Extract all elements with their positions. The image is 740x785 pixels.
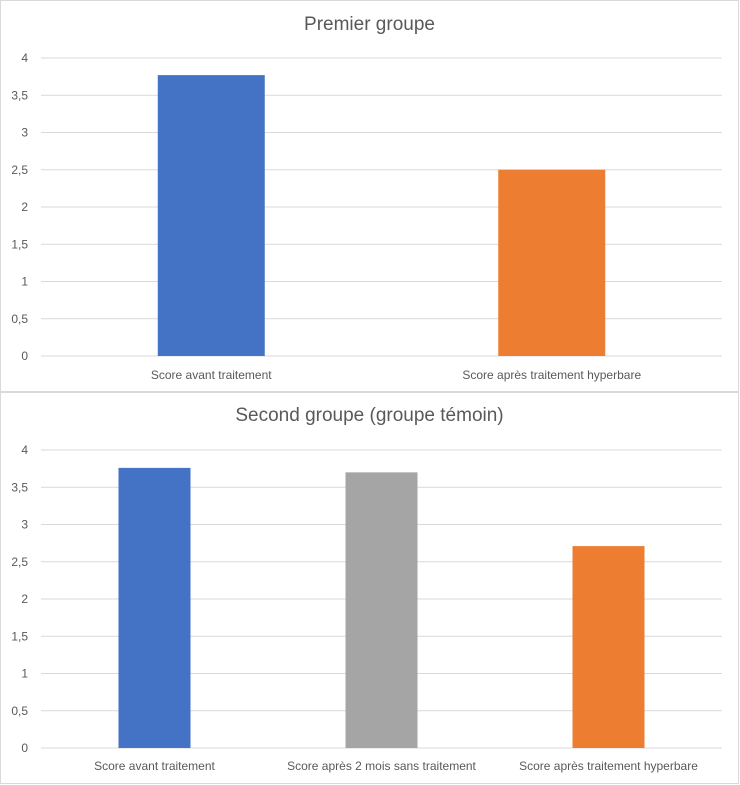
y-tick-label: 3,5 <box>11 480 28 494</box>
chart-title: Second groupe (groupe témoin) <box>235 405 504 426</box>
bar <box>572 546 645 748</box>
x-category-label: Score après traitement hyperbare <box>519 759 698 773</box>
chart-title: Premier groupe <box>304 14 435 35</box>
y-tick-label: 1 <box>21 275 28 289</box>
y-tick-label: 2,5 <box>11 163 28 177</box>
y-tick-label: 1,5 <box>11 629 28 643</box>
chart-premier-groupe: Premier groupe 0 0,5 1 1,5 2 2,5 3 3,5 4 Score av… <box>0 0 739 392</box>
bar <box>118 467 191 748</box>
y-tick-label: 0 <box>21 349 28 363</box>
bar <box>157 75 265 356</box>
y-tick-label: 1 <box>21 667 28 681</box>
y-tick-label: 0,5 <box>11 704 28 718</box>
y-tick-label: 2 <box>21 592 28 606</box>
x-category-label: Score après traitement hyperbare <box>462 368 641 382</box>
chart-plot-area: 0 0,5 1 1,5 2 2,5 3 3,5 4 Score avant traitement S… <box>11 443 722 773</box>
bar <box>498 169 606 356</box>
bar <box>345 472 418 748</box>
x-category-label: Score avant traitement <box>151 368 272 382</box>
y-tick-label: 1,5 <box>11 237 28 251</box>
x-category-label: Score après 2 mois sans traitement <box>287 759 476 773</box>
y-tick-label: 3 <box>21 518 28 532</box>
x-category-label: Score avant traitement <box>94 759 215 773</box>
y-tick-label: 2 <box>21 200 28 214</box>
chart-second-groupe: Second groupe (groupe témoin) 0 0,5 1 1,5 2 2… <box>0 392 739 784</box>
y-tick-label: 3,5 <box>11 88 28 102</box>
y-tick-label: 2,5 <box>11 555 28 569</box>
y-tick-label: 4 <box>21 51 28 65</box>
y-tick-label: 0,5 <box>11 312 28 326</box>
chart-plot-area: 0 0,5 1 1,5 2 2,5 3 3,5 4 Score avant traitement S… <box>11 51 722 382</box>
y-tick-label: 0 <box>21 741 28 755</box>
y-tick-label: 4 <box>21 443 28 457</box>
y-tick-label: 3 <box>21 126 28 140</box>
